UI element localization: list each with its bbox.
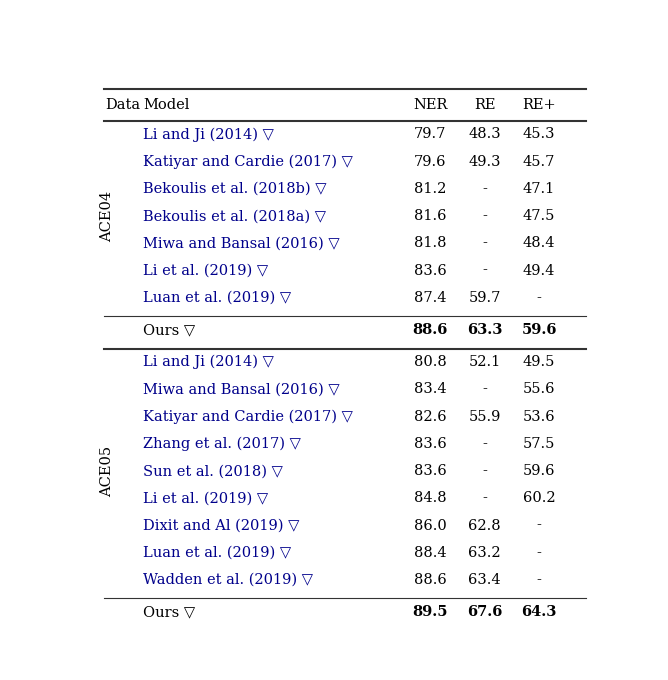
Text: -: - xyxy=(482,464,487,478)
Text: 83.6: 83.6 xyxy=(414,437,447,451)
Text: Li et al. (2019) ▽: Li et al. (2019) ▽ xyxy=(143,492,268,505)
Text: 49.4: 49.4 xyxy=(523,264,555,277)
Text: 88.6: 88.6 xyxy=(414,573,447,587)
Text: 59.6: 59.6 xyxy=(523,464,555,478)
Text: Bekoulis et al. (2018b) ▽: Bekoulis et al. (2018b) ▽ xyxy=(143,182,327,196)
Text: 49.3: 49.3 xyxy=(468,155,501,169)
Text: Li and Ji (2014) ▽: Li and Ji (2014) ▽ xyxy=(143,127,274,141)
Text: -: - xyxy=(482,209,487,223)
Text: Ours ▽: Ours ▽ xyxy=(143,605,195,619)
Text: Data: Data xyxy=(105,98,140,112)
Text: 48.4: 48.4 xyxy=(523,237,555,250)
Text: NER: NER xyxy=(413,98,448,112)
Text: 79.6: 79.6 xyxy=(414,155,447,169)
Text: ACE04: ACE04 xyxy=(100,190,114,241)
Text: 55.9: 55.9 xyxy=(468,410,501,424)
Text: 47.1: 47.1 xyxy=(523,182,555,196)
Text: 88.4: 88.4 xyxy=(414,546,447,560)
Text: -: - xyxy=(536,546,542,560)
Text: 59.6: 59.6 xyxy=(521,323,557,337)
Text: 47.5: 47.5 xyxy=(523,209,555,223)
Text: Luan et al. (2019) ▽: Luan et al. (2019) ▽ xyxy=(143,291,291,305)
Text: 81.2: 81.2 xyxy=(414,182,446,196)
Text: 81.8: 81.8 xyxy=(414,237,447,250)
Text: 45.3: 45.3 xyxy=(523,127,555,141)
Text: 83.6: 83.6 xyxy=(414,464,447,478)
Text: -: - xyxy=(536,291,542,305)
Text: 55.6: 55.6 xyxy=(523,382,555,396)
Text: 81.6: 81.6 xyxy=(414,209,447,223)
Text: -: - xyxy=(536,519,542,532)
Text: -: - xyxy=(536,573,542,587)
Text: -: - xyxy=(482,264,487,277)
Text: Model: Model xyxy=(143,98,190,112)
Text: 63.3: 63.3 xyxy=(467,323,502,337)
Text: Katiyar and Cardie (2017) ▽: Katiyar and Cardie (2017) ▽ xyxy=(143,154,353,169)
Text: -: - xyxy=(482,492,487,505)
Text: -: - xyxy=(482,382,487,396)
Text: -: - xyxy=(482,437,487,451)
Text: 84.8: 84.8 xyxy=(414,492,447,505)
Text: 88.6: 88.6 xyxy=(413,323,448,337)
Text: Ours ▽: Ours ▽ xyxy=(143,323,195,337)
Text: Katiyar and Cardie (2017) ▽: Katiyar and Cardie (2017) ▽ xyxy=(143,409,353,424)
Text: 89.5: 89.5 xyxy=(413,605,448,619)
Text: 48.3: 48.3 xyxy=(468,127,501,141)
Text: ACE05: ACE05 xyxy=(100,445,114,496)
Text: -: - xyxy=(482,237,487,250)
Text: 64.3: 64.3 xyxy=(522,605,556,619)
Text: Wadden et al. (2019) ▽: Wadden et al. (2019) ▽ xyxy=(143,573,313,587)
Text: 83.6: 83.6 xyxy=(414,264,447,277)
Text: 63.2: 63.2 xyxy=(468,546,501,560)
Text: 67.6: 67.6 xyxy=(467,605,502,619)
Text: 52.1: 52.1 xyxy=(468,355,501,369)
Text: Bekoulis et al. (2018a) ▽: Bekoulis et al. (2018a) ▽ xyxy=(143,209,326,223)
Text: Li and Ji (2014) ▽: Li and Ji (2014) ▽ xyxy=(143,355,274,369)
Text: Sun et al. (2018) ▽: Sun et al. (2018) ▽ xyxy=(143,464,283,478)
Text: 79.7: 79.7 xyxy=(414,127,446,141)
Text: Luan et al. (2019) ▽: Luan et al. (2019) ▽ xyxy=(143,546,291,560)
Text: 45.7: 45.7 xyxy=(523,155,555,169)
Text: Miwa and Bansal (2016) ▽: Miwa and Bansal (2016) ▽ xyxy=(143,237,339,250)
Text: 60.2: 60.2 xyxy=(523,492,555,505)
Text: 59.7: 59.7 xyxy=(468,291,501,305)
Text: 63.4: 63.4 xyxy=(468,573,501,587)
Text: 49.5: 49.5 xyxy=(523,355,555,369)
Text: 87.4: 87.4 xyxy=(414,291,447,305)
Text: Li et al. (2019) ▽: Li et al. (2019) ▽ xyxy=(143,264,268,277)
Text: 86.0: 86.0 xyxy=(414,519,447,532)
Text: 80.8: 80.8 xyxy=(414,355,447,369)
Text: 57.5: 57.5 xyxy=(523,437,555,451)
Text: 62.8: 62.8 xyxy=(468,519,501,532)
Text: 53.6: 53.6 xyxy=(523,410,555,424)
Text: RE+: RE+ xyxy=(522,98,556,112)
Text: Dixit and Al (2019) ▽: Dixit and Al (2019) ▽ xyxy=(143,519,299,532)
Text: Miwa and Bansal (2016) ▽: Miwa and Bansal (2016) ▽ xyxy=(143,382,339,396)
Text: Zhang et al. (2017) ▽: Zhang et al. (2017) ▽ xyxy=(143,437,301,451)
Text: 82.6: 82.6 xyxy=(414,410,447,424)
Text: -: - xyxy=(482,182,487,196)
Text: 83.4: 83.4 xyxy=(414,382,447,396)
Text: RE: RE xyxy=(474,98,496,112)
